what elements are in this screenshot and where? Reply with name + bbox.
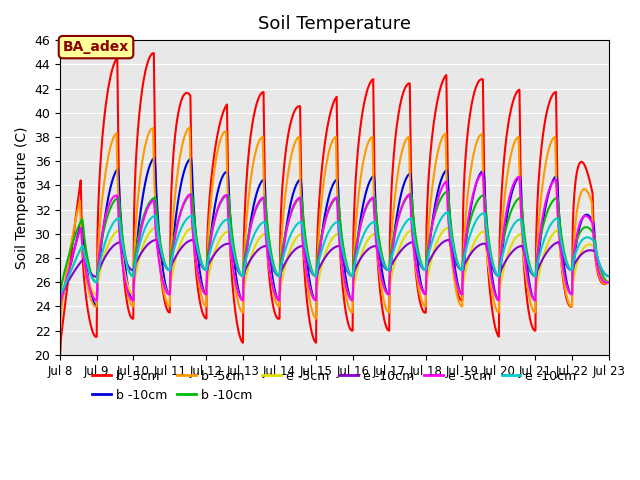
Legend: b -5cm, b -10cm, b -5cm, b -10cm, e -5cm, e -10cm, e -5cm, e -10cm: b -5cm, b -10cm, b -5cm, b -10cm, e -5cm…	[87, 365, 582, 407]
Y-axis label: Soil Temperature (C): Soil Temperature (C)	[15, 126, 29, 269]
Title: Soil Temperature: Soil Temperature	[258, 15, 411, 33]
Text: BA_adex: BA_adex	[63, 40, 129, 54]
